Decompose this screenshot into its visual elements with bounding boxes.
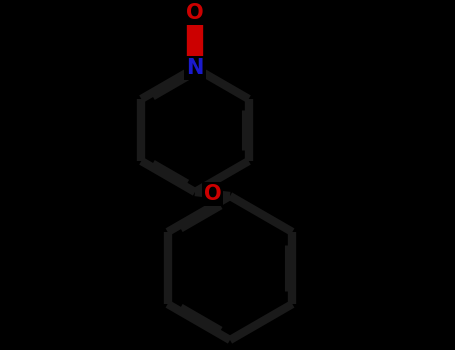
Text: N: N	[186, 58, 204, 78]
Text: O: O	[186, 3, 204, 23]
Text: O: O	[204, 184, 221, 204]
